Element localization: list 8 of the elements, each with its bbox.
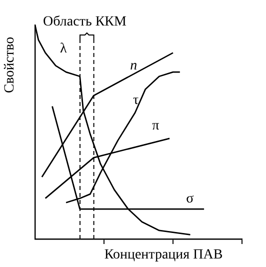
- x-axis-title: Концентрация ПАВ: [104, 248, 223, 263]
- series-label: λ: [60, 41, 67, 56]
- y-axis-title: Свойство: [2, 36, 18, 94]
- series-label: σ: [186, 192, 194, 207]
- annotation: Область ККМ: [43, 14, 128, 30]
- series-label: n: [130, 58, 138, 74]
- series-label: π: [152, 118, 160, 134]
- series-label: τ: [132, 93, 139, 108]
